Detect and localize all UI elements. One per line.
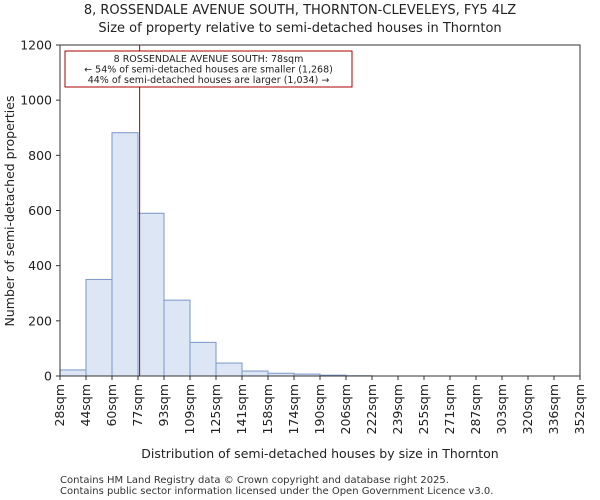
x-tick-label: 28sqm bbox=[52, 384, 67, 427]
bar-77sqm bbox=[137, 212, 165, 377]
bar-44sqm bbox=[85, 278, 113, 377]
y-tick-label: 400 bbox=[28, 258, 52, 273]
x-tick-label: 206sqm bbox=[338, 384, 353, 434]
y-tick-label: 1200 bbox=[20, 38, 52, 53]
bar-109sqm bbox=[189, 341, 217, 377]
plot-frame bbox=[59, 44, 581, 377]
x-axis-ticks: 28sqm 44sqm 60sqm 77sqm 93sqm 109sqm 125sqm 141… bbox=[52, 376, 587, 434]
x-tick-label: 174sqm bbox=[286, 384, 301, 434]
x-tick-label: 352sqm bbox=[572, 384, 587, 434]
y-tick-label: 800 bbox=[28, 148, 52, 163]
x-tick-label: 271sqm bbox=[442, 384, 457, 434]
x-tick-label: 77sqm bbox=[130, 384, 145, 427]
x-tick-label: 60sqm bbox=[104, 384, 119, 427]
annotation-line-1: 8 ROSSENDALE AVENUE SOUTH: 78sqm bbox=[114, 54, 304, 65]
y-tick-label: 600 bbox=[28, 203, 52, 218]
x-tick-label: 93sqm bbox=[156, 384, 171, 427]
annotation: 8 ROSSENDALE AVENUE SOUTH: 78sqm ← 54% o… bbox=[64, 50, 353, 88]
bar-141sqm bbox=[241, 370, 269, 377]
x-axis-label: Distribution of semi-detached houses by … bbox=[141, 446, 498, 461]
x-tick-label: 303sqm bbox=[494, 384, 509, 434]
x-tick-label: 158sqm bbox=[260, 384, 275, 434]
y-axis-ticks: 0 200 400 600 800 1000 1200 bbox=[20, 38, 60, 384]
x-tick-label: 125sqm bbox=[208, 384, 223, 434]
x-tick-label: 239sqm bbox=[390, 384, 405, 434]
footer-line-2: Contains public sector information licen… bbox=[60, 486, 493, 497]
footer-line-1: Contains HM Land Registry data © Crown c… bbox=[60, 475, 449, 486]
annotation-box bbox=[64, 50, 353, 88]
x-tick-label: 109sqm bbox=[182, 384, 197, 434]
chart-subtitle: Size of property relative to semi-detach… bbox=[98, 21, 501, 36]
x-tick-label: 44sqm bbox=[78, 384, 93, 427]
bars bbox=[59, 132, 373, 377]
annotation-line-2: ← 54% of semi-detached houses are smalle… bbox=[84, 65, 333, 76]
x-tick-label: 287sqm bbox=[468, 384, 483, 434]
bar-125sqm bbox=[215, 362, 243, 377]
y-tick-label: 200 bbox=[28, 313, 52, 328]
bar-28sqm bbox=[59, 369, 87, 377]
x-tick-label: 141sqm bbox=[234, 384, 249, 434]
y-axis-label: Number of semi-detached properties bbox=[2, 96, 17, 327]
y-tick-label: 1000 bbox=[20, 93, 52, 108]
x-tick-label: 336sqm bbox=[546, 384, 561, 434]
x-tick-label: 320sqm bbox=[520, 384, 535, 434]
y-tick-label: 0 bbox=[44, 369, 52, 384]
annotation-line-3: 44% of semi-detached houses are larger (… bbox=[88, 75, 330, 86]
bar-60sqm bbox=[111, 132, 139, 377]
x-tick-label: 222sqm bbox=[364, 384, 379, 434]
x-tick-label: 190sqm bbox=[312, 384, 327, 434]
x-tick-label: 255sqm bbox=[416, 384, 431, 434]
chart-title: 8, ROSSENDALE AVENUE SOUTH, THORNTON-CLE… bbox=[84, 3, 516, 18]
bar-93sqm bbox=[163, 299, 191, 377]
